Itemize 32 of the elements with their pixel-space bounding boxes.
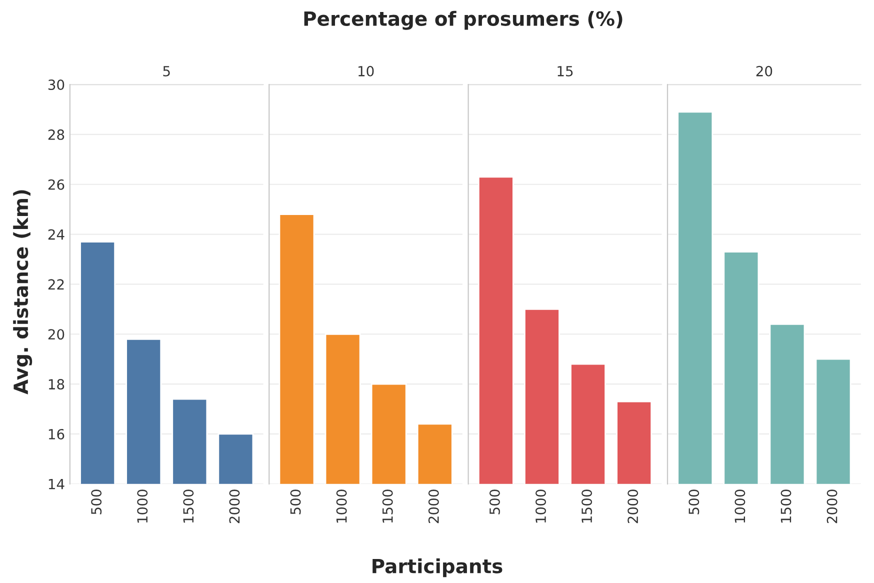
x-tick-label: 1500 [780, 490, 792, 523]
y-axis-title: Avg. distance (km) [13, 190, 32, 394]
x-tick-label: 1000 [734, 490, 746, 523]
x-tick-label: 1500 [382, 490, 393, 523]
chart-title: 15 [558, 66, 573, 76]
x-tick-label: 2000 [428, 490, 439, 524]
x-tick-label: 1000 [536, 490, 546, 523]
y-tick-label: 14 [48, 479, 64, 490]
x-tick-label: 2000 [229, 490, 240, 524]
chart-title: 20 [756, 66, 772, 76]
x-tick-label: 1500 [183, 490, 194, 523]
y-tick-label: 22 [48, 279, 64, 290]
chart-title: 10 [358, 66, 374, 76]
x-tick-label: 1000 [137, 490, 148, 523]
x-tick-label: 2000 [826, 490, 838, 524]
x-tick-label: 2000 [628, 490, 638, 524]
y-tick-label: 18 [48, 379, 64, 390]
x-tick-label: 500 [688, 490, 700, 514]
text: Percentage of prosumers (%) [304, 10, 622, 30]
x-tick-label: 1500 [582, 490, 592, 523]
x-tick-label: 500 [91, 490, 102, 514]
y-tick-label: 24 [48, 229, 64, 240]
y-tick-label: 26 [48, 179, 64, 190]
x-tick-label: 500 [290, 490, 301, 514]
x-tick-label: 1000 [336, 490, 347, 523]
y-tick-label: 16 [48, 428, 64, 440]
y-tick-label: 30 [48, 80, 64, 90]
x-axis-title: Participants [372, 558, 502, 578]
y-tick-label: 28 [48, 129, 64, 140]
x-tick-label: 500 [489, 490, 500, 514]
y-tick-label: 20 [48, 329, 64, 340]
chart-title: 5 [163, 66, 170, 76]
